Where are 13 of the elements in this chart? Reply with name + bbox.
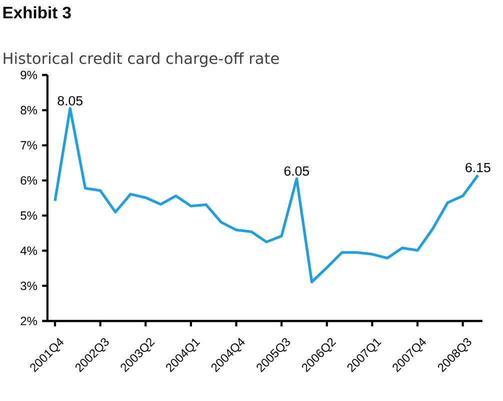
data-label: 6.05: [284, 166, 310, 176]
data-label: 6.15: [466, 162, 490, 172]
y-tick-label: 5%: [20, 211, 38, 220]
chart-title: Exhibit 3: [3, 6, 71, 18]
y-tick-label: 3%: [20, 282, 38, 290]
y-tick-label: 6%: [20, 176, 38, 185]
y-tick-label: 7%: [20, 141, 38, 150]
y-tick-label: 9%: [20, 70, 38, 80]
y-tick-label: 8%: [20, 106, 38, 114]
data-label: 8.05: [58, 96, 82, 106]
y-tick-label: 4%: [20, 246, 38, 255]
y-tick-label: 2%: [20, 316, 38, 326]
chart-subtitle: Historical credit card charge-off rate: [4, 52, 279, 68]
